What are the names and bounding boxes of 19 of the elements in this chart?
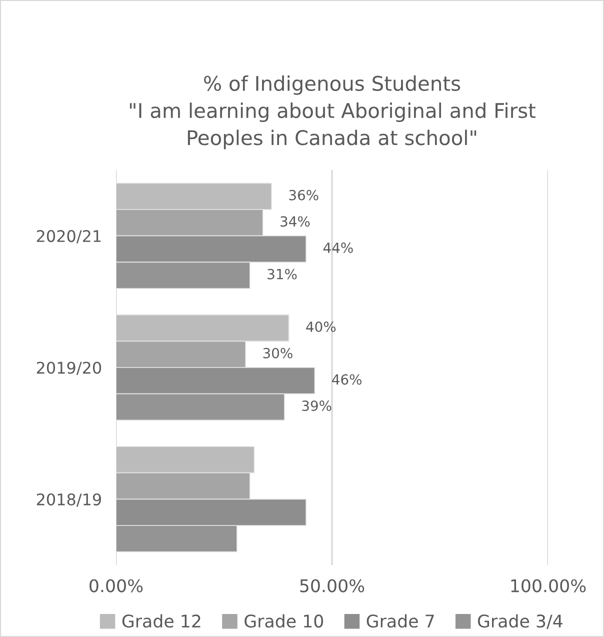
data-label: 44% (323, 242, 353, 254)
x-tick-label: 50.00% (300, 579, 364, 592)
x-tick-label: 0.00% (90, 579, 143, 592)
y-tick-label: 2019/20 (36, 362, 102, 376)
x-tick-label: 100.00% (511, 579, 586, 592)
chart-title: % of Indigenous Students "I am learning about Aboriginal and First Peoples in Canada at school" (130, 75, 536, 150)
y-tick-label: 2018/19 (36, 493, 101, 507)
legend-label: Grade 12 (122, 614, 200, 628)
data-label: 46% (332, 374, 362, 385)
data-label: 39% (302, 400, 332, 412)
data-label: 40% (306, 322, 336, 332)
legend-label: Grade 10 (244, 614, 324, 628)
y-tick-label: 2020/21 (36, 230, 101, 244)
legend-label: Grade 3/4 (478, 614, 562, 630)
data-label: 36% (289, 190, 318, 200)
data-label: 34% (280, 216, 310, 227)
legend-label: Grade 7 (366, 614, 434, 628)
data-label: 30% (263, 348, 292, 358)
data-label: 31% (268, 268, 297, 280)
